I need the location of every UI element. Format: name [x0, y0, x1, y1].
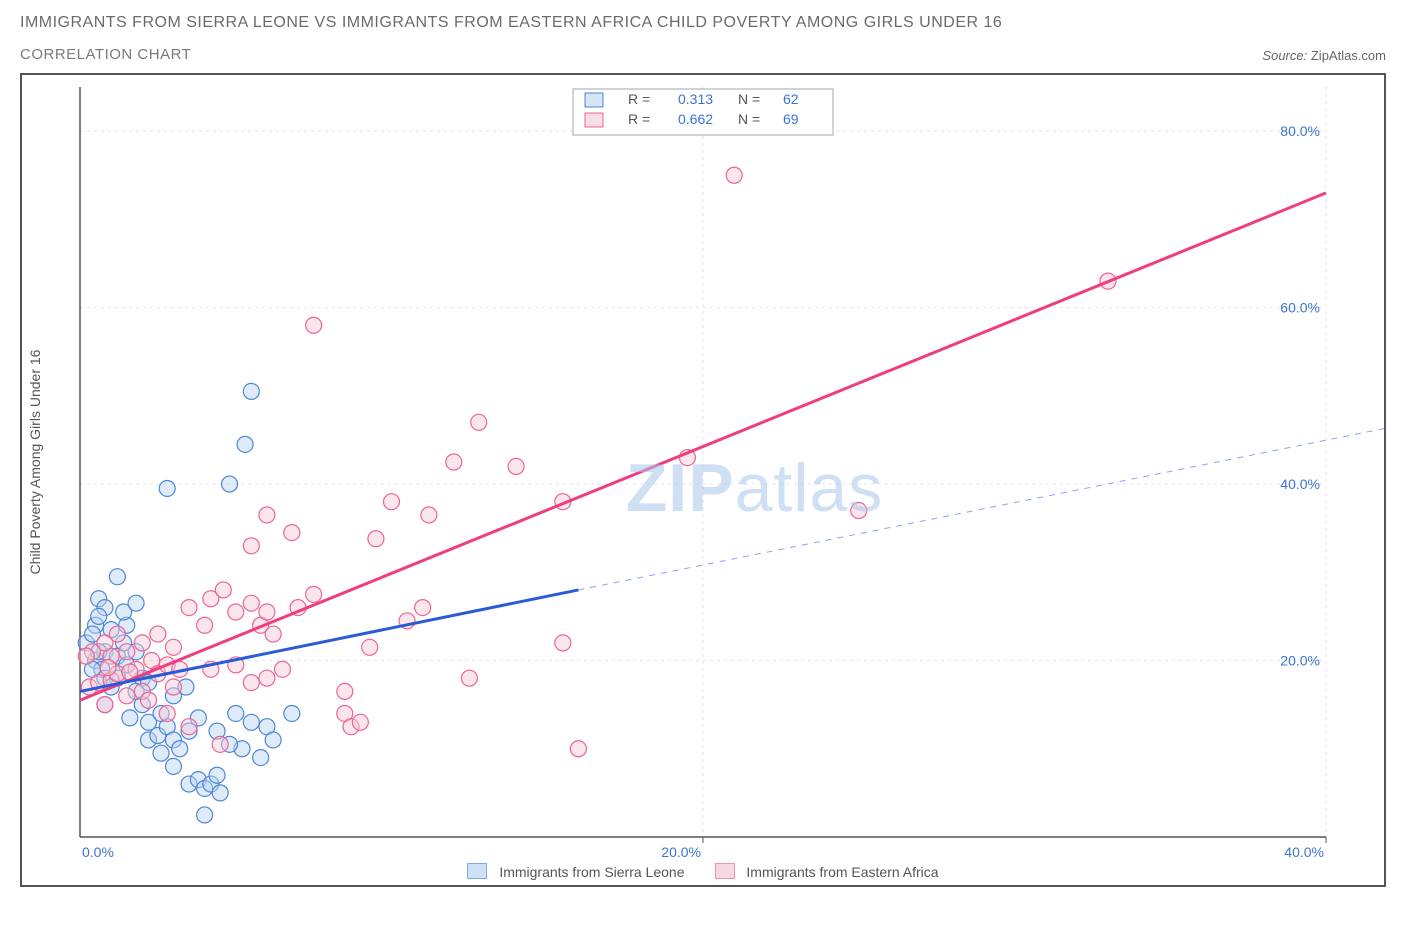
chart-frame: ZIPatlas 20.0%40.0%60.0%80.0%0.0%20.0%40… — [20, 73, 1386, 887]
svg-text:40.0%: 40.0% — [1280, 476, 1320, 492]
bottom-legend: Immigrants from Sierra Leone Immigrants … — [22, 857, 1384, 885]
svg-text:N =: N = — [738, 111, 760, 127]
svg-text:20.0%: 20.0% — [1280, 653, 1320, 669]
legend-label-b: Immigrants from Eastern Africa — [746, 864, 938, 880]
source-credit: Source: ZipAtlas.com — [1262, 48, 1386, 63]
svg-text:62: 62 — [783, 91, 799, 107]
subtitle: CORRELATION CHART — [20, 46, 191, 63]
svg-text:69: 69 — [783, 111, 799, 127]
svg-text:0.662: 0.662 — [678, 111, 713, 127]
svg-text:0.313: 0.313 — [678, 91, 713, 107]
legend-label-a: Immigrants from Sierra Leone — [499, 864, 684, 880]
svg-text:N =: N = — [738, 91, 760, 107]
legend-swatch-b — [715, 863, 735, 879]
svg-text:Child Poverty Among Girls Unde: Child Poverty Among Girls Under 16 — [27, 349, 43, 574]
source-brand: ZipAtlas.com — [1311, 48, 1386, 63]
scatter-chart: 20.0%40.0%60.0%80.0%0.0%20.0%40.0%Child … — [22, 75, 1384, 885]
legend-item-a: Immigrants from Sierra Leone — [467, 863, 684, 880]
svg-text:80.0%: 80.0% — [1280, 123, 1320, 139]
page-title: IMMIGRANTS FROM SIERRA LEONE VS IMMIGRAN… — [20, 14, 1386, 32]
legend-swatch-a — [467, 863, 487, 879]
legend-item-b: Immigrants from Eastern Africa — [715, 863, 939, 880]
svg-text:R =: R = — [628, 111, 650, 127]
svg-text:60.0%: 60.0% — [1280, 300, 1320, 316]
svg-text:R =: R = — [628, 91, 650, 107]
source-label: Source: — [1262, 48, 1307, 63]
